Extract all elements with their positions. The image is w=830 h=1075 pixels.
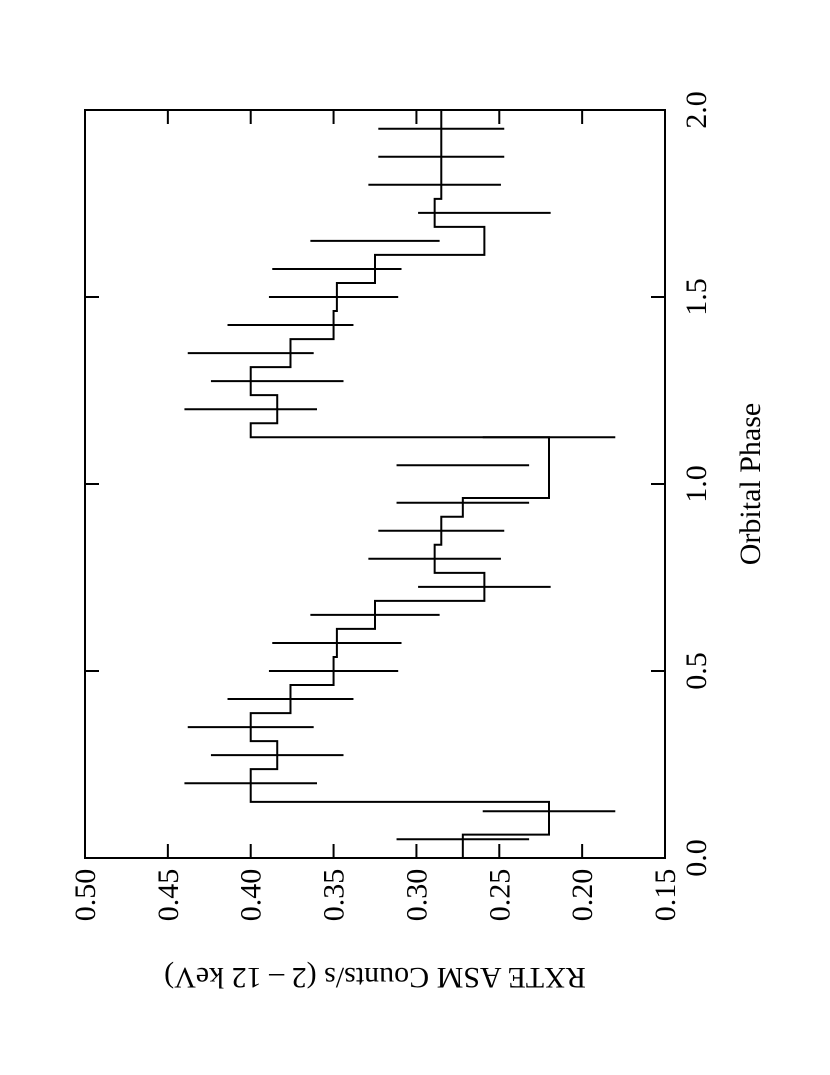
plot-frame — [84, 109, 666, 859]
y-tick-label: 0.40 — [235, 869, 268, 922]
y-tick-label: 0.45 — [152, 869, 185, 922]
y-axis-title: RXTE ASM Counts/s (2 – 12 keV) — [164, 961, 586, 994]
y-tick-label: 0.15 — [649, 869, 682, 922]
x-tick-label: 1.5 — [680, 278, 713, 316]
error-bars — [184, 127, 616, 841]
y-tick-label: 0.35 — [318, 869, 351, 922]
y-tick-label: 0.50 — [69, 869, 102, 922]
x-tick-label: 1.0 — [680, 465, 713, 503]
y-tick-label: 0.30 — [400, 869, 433, 922]
y-axis-ticks: 0.15 0.20 0.25 0.30 0.35 0.40 0.45 0.50 — [69, 110, 682, 921]
x-tick-label: 0.5 — [680, 652, 713, 690]
y-tick-label: 0.25 — [483, 869, 516, 922]
y-tick-label: 0.20 — [566, 869, 599, 922]
light-curve-step-line — [249, 110, 550, 858]
x-tick-label: 2.0 — [680, 91, 713, 129]
x-axis-ticks: 0.0 0.5 1.0 1.5 2.0 — [85, 91, 713, 877]
x-tick-label: 0.0 — [680, 839, 713, 877]
x-axis-title: Orbital Phase — [734, 403, 767, 565]
